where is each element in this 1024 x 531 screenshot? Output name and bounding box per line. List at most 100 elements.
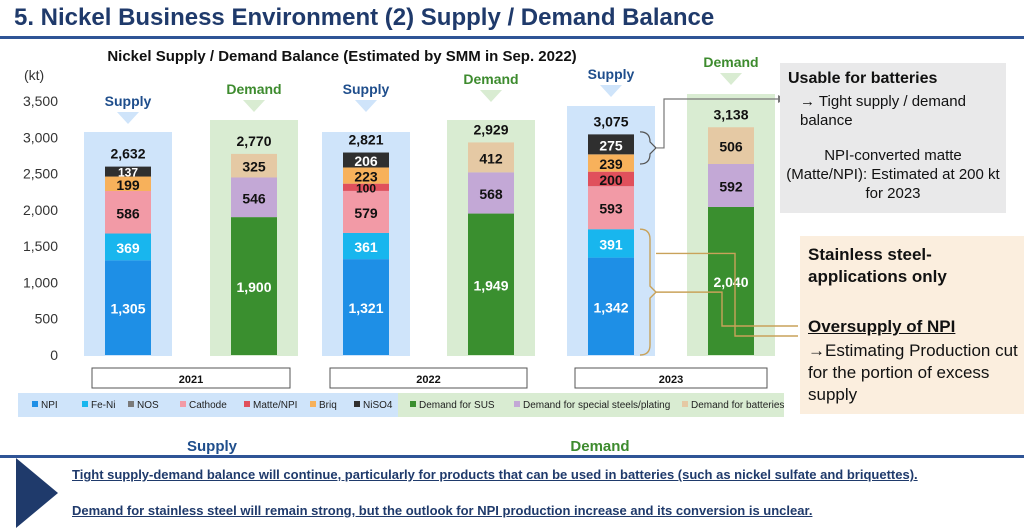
supply-data-label: 579 [354,205,378,221]
supply-data-label: 1,321 [348,300,383,316]
demand-data-label: 506 [719,139,743,155]
supply-data-label: 1,305 [110,301,145,317]
legend-label: Matte/NPI [253,400,297,411]
demand-data-label: 2,040 [713,274,748,290]
supply-bar-segment [105,190,151,234]
supply-legend-caption: Supply [187,438,238,455]
supply-bar-segment [588,257,634,355]
tight-balance-text: → Tight supply / demand balance [800,93,966,129]
supply-data-label: 593 [599,201,623,217]
title-underline [0,36,1024,39]
demand-bar-segment [231,177,277,218]
x-year-label: 2022 [416,374,440,386]
y-tick-label: 2,500 [23,166,58,182]
y-tick-label: 3,500 [23,93,58,109]
legend-swatch [410,401,416,407]
down-arrow-icon [117,112,139,124]
legend-swatch [32,401,38,407]
legend-swatch [128,401,134,407]
supply-bar-segment [105,166,151,177]
year-label-box [329,367,528,389]
supply-data-label: 586 [116,205,140,221]
supply-bar-segment [588,134,634,155]
demand-header-label: Demand [463,71,518,87]
stainless-callout-box [800,236,1024,414]
demand-bar-segment [468,213,514,355]
legend-label: NPI [41,400,58,411]
supply-data-label: 1,342 [593,299,628,315]
legend-label: Demand for SUS [419,400,495,411]
supply-data-label: 200 [599,172,623,188]
supply-legend-background [18,393,398,417]
supply-data-label: 100 [356,181,376,195]
supply-data-label: 137 [118,166,138,180]
page-title: 5. Nickel Business Environment (2) Suppl… [14,4,715,31]
legend-swatch [244,401,250,407]
supply-data-label: 361 [354,239,378,255]
supply-bar-segment [343,190,389,233]
demand-data-label: 1,949 [473,277,508,293]
demand-bar-segment [231,153,277,178]
demand-header-label: Demand [703,54,758,70]
supply-total-label: 3,075 [593,113,628,129]
year-label-box [574,367,768,389]
supply-data-label: 391 [599,236,623,252]
stainless-only-heading: Stainless steel-applications only [808,245,947,286]
demand-total-label: 2,770 [236,133,271,149]
legend-swatch [82,401,88,407]
demand-data-label: 325 [242,159,266,175]
legend-label: Demand for batteries [691,400,784,411]
supply-header-label: Supply [588,66,635,82]
y-tick-label: 2,000 [23,202,58,218]
demand-bar-segment [708,206,754,355]
footer-rule [0,455,1024,458]
footnote-stainless-outlook: Demand for stainless steel will remain s… [72,503,813,518]
demand-data-label: 412 [479,150,503,166]
supply-data-label: 369 [116,240,140,256]
supply-bar-segment [588,229,634,258]
y-tick-label: 500 [35,311,59,327]
supply-total-label: 2,821 [348,132,383,148]
footnote-battery-balance: Tight supply-demand balance will continu… [72,467,918,482]
y-tick-label: 1,500 [23,238,58,254]
triangle-arrow-icon [16,458,58,528]
supply-header-label: Supply [105,93,152,109]
y-tick-label: 1,000 [23,274,58,290]
oversupply-connector-line [656,252,798,337]
supply-bar-segment [588,171,634,187]
supply-bar-segment [343,259,389,355]
supply-bar-segment [343,183,389,191]
oversupply-heading: Oversupply of NPI [808,317,956,336]
stainless-connector-line [656,291,798,327]
legend-label: Fe-Ni [91,400,115,411]
demand-legend-background [398,393,784,417]
demand-bar-segment [468,142,514,173]
supply-data-label: 239 [599,156,623,172]
battery-callout-box [780,63,1006,213]
demand-total-label: 3,138 [713,106,748,122]
legend-swatch [180,401,186,407]
legend-swatch [682,401,688,407]
x-year-label: 2023 [659,374,683,386]
supply-data-label: 223 [354,169,378,185]
legend-label: Cathode [189,400,227,411]
demand-data-label: 546 [242,190,266,206]
legend-label: NOS [137,400,159,411]
demand-bar-segment [468,172,514,214]
down-arrow-icon [243,100,265,112]
npi-matte-text: NPI-converted matte (Matte/NPI): Estimat… [786,147,1000,202]
year-label-box [91,367,291,389]
down-arrow-icon [600,85,622,97]
supply-bar-segment [343,232,389,260]
y-axis-unit: (kt) [24,67,44,83]
supply-bar-segment [105,176,151,191]
demand-data-label: 592 [719,178,743,194]
battery-connector-line [656,98,778,149]
supply-bar-segment [105,233,151,261]
demand-total-label: 2,929 [473,121,508,137]
down-arrow-icon [480,90,502,102]
legend-label: NiSO4 [363,400,393,411]
supply-bar-segment [343,152,389,168]
production-cut-text: →Estimating Production cut for the porti… [808,341,1018,404]
